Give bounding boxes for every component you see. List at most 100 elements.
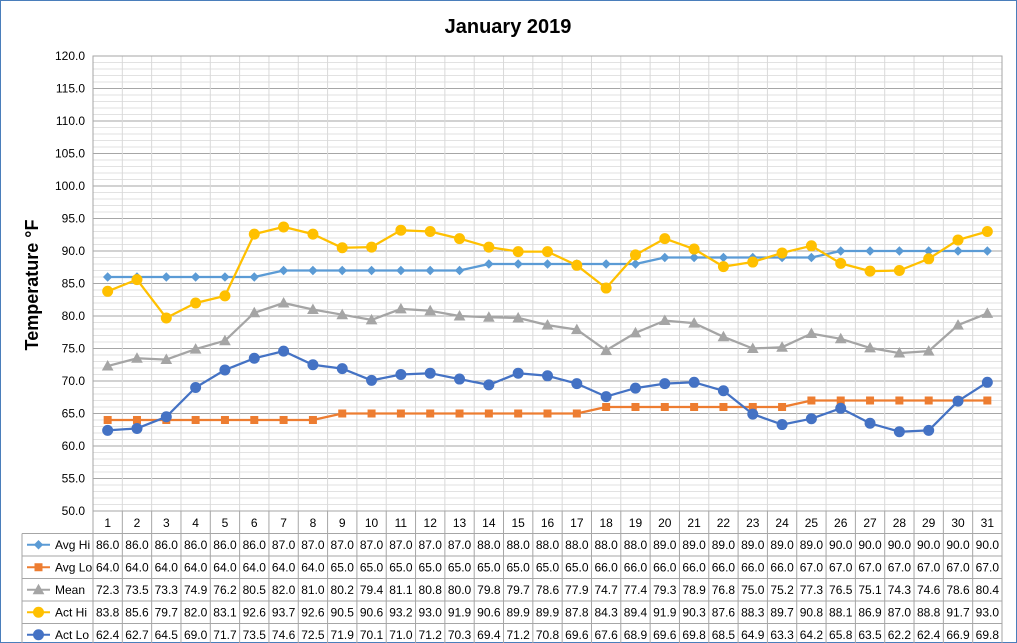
data-point [33,629,44,641]
data-point [924,396,933,405]
data-label: 91.9 [448,605,472,619]
y-tick-label: 110.0 [56,114,85,128]
data-point [719,403,728,411]
data-point [131,422,143,434]
data-label: 93.2 [389,605,413,619]
data-label: 66.0 [594,560,618,574]
data-point [746,342,759,353]
data-point [805,413,817,425]
data-point [220,272,230,282]
data-label: 64.0 [301,560,325,574]
data-label: 90.0 [976,538,1000,552]
data-point [952,234,964,246]
data-point [454,265,465,276]
data-label: 87.0 [301,538,325,552]
data-point [776,419,788,431]
data-point [33,540,44,550]
data-label: 89.9 [506,605,530,619]
y-tick-label: 80.0 [62,309,86,323]
data-point [336,308,349,320]
data-label: 65.0 [448,560,472,574]
data-label: 86.0 [96,538,120,552]
data-label: 66.0 [624,560,648,574]
data-label: 78.9 [682,583,706,597]
data-label: 64.0 [184,560,208,574]
data-point [248,352,260,364]
data-point [688,376,700,388]
x-tick-label: 24 [775,516,789,530]
data-point [160,353,173,365]
data-label: 85.6 [125,605,149,619]
data-point [631,403,640,411]
data-point [219,334,231,346]
data-point [483,311,495,322]
data-label: 87.0 [272,538,296,552]
data-label: 92.6 [301,605,325,619]
data-point [338,409,347,418]
data-point [514,409,523,418]
data-point [983,396,992,405]
data-point [34,563,43,572]
x-tick-label: 30 [951,516,965,530]
data-label: 64.0 [272,560,296,574]
data-label: 90.0 [858,538,882,552]
data-label: 77.9 [565,583,589,597]
x-tick-label: 20 [658,516,672,530]
data-label: 69.6 [565,628,589,642]
plot-area [92,55,1003,512]
data-label: 64.0 [155,560,179,574]
data-point [101,360,114,371]
x-tick-label: 17 [570,516,584,530]
data-point [717,330,730,342]
data-point [866,396,875,405]
data-label: 89.0 [741,538,765,552]
data-label: 66.0 [712,560,736,574]
data-point [893,347,906,358]
data-label: 90.6 [360,605,384,619]
data-label: 67.6 [594,628,618,642]
data-label: 83.1 [213,605,237,619]
x-tick-label: 5 [222,516,229,530]
legend-label: Mean [55,583,85,597]
data-point [982,246,993,256]
data-point [542,370,553,382]
x-tick-label: 29 [922,516,936,530]
data-point [454,373,466,385]
x-tick-label: 7 [280,516,287,530]
data-point [336,242,348,254]
data-point [600,344,612,355]
data-label: 78.6 [946,583,970,597]
series-lines [101,221,994,438]
x-tick-label: 21 [687,516,701,530]
data-point [33,606,44,618]
data-label: 87.0 [888,605,912,619]
y-tick-label: 120.0 [55,49,85,63]
data-label: 63.3 [770,628,794,642]
data-label: 67.0 [800,560,824,574]
data-label: 90.3 [682,605,706,619]
data-point [688,317,700,328]
data-label: 64.0 [243,560,267,574]
data-point [836,246,846,256]
data-label: 66.0 [653,560,677,574]
data-point [366,265,377,276]
data-label: 72.5 [301,628,325,642]
data-point [541,319,554,330]
data-point [834,332,847,344]
data-label: 88.0 [477,538,501,552]
data-point [835,402,847,414]
data-label: 88.0 [506,538,530,552]
data-point [513,259,523,269]
data-label: 62.7 [125,628,149,642]
data-point [396,409,405,418]
data-point [278,265,289,276]
series-act-lo [102,345,993,438]
data-label: 63.5 [858,628,882,642]
data-label: 75.0 [741,583,765,597]
data-point [308,416,317,424]
x-tick-label: 19 [629,516,643,530]
data-point [308,265,318,276]
data-point [953,246,963,256]
data-point [367,409,376,418]
legend-label: Act Lo [55,628,89,642]
